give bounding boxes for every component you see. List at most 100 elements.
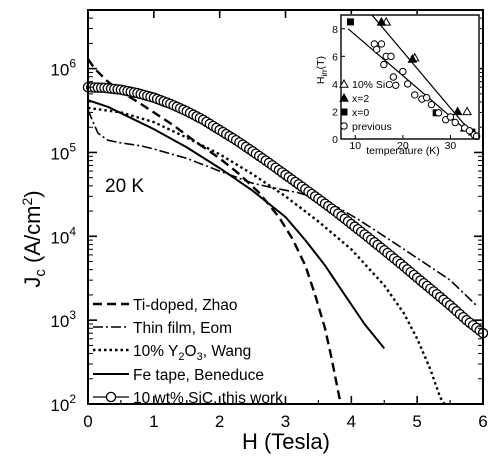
y-tick-exp: 5 [69, 140, 76, 154]
inset-plot-frame [340, 14, 480, 140]
inset-y-label-rest: (T) [315, 56, 327, 69]
inset-x-tick-label: 10 [349, 140, 361, 152]
inset-data-point [380, 60, 388, 69]
main-y-axis-label: Jc (A/cm2) [19, 190, 49, 287]
main-y-label-close: ) [20, 190, 45, 197]
y-tick-base: 10 [50, 61, 69, 80]
y-tick-exp: 2 [69, 392, 76, 406]
y-tick-base: 10 [50, 312, 69, 331]
y-tick-label: 102 [50, 392, 76, 415]
x-tick-label: 2 [215, 412, 224, 431]
inset-data-point [387, 52, 395, 61]
legend-label-part: O [185, 343, 197, 360]
y-tick-label: 105 [50, 140, 76, 163]
inset-y-tick-label: 4 [332, 79, 338, 91]
inset-legend: 10% SiC x=2 x=0 previous [339, 78, 393, 133]
x-tick-label: 5 [412, 412, 421, 431]
y-tick-exp: 6 [69, 57, 76, 71]
inset-y-tick-label: 0 [332, 134, 338, 146]
inset-data-point [389, 73, 398, 81]
inset-legend-marker [339, 92, 349, 102]
series-line [87, 109, 477, 306]
y-tick-base: 10 [50, 396, 69, 415]
inset-data-point [462, 106, 472, 116]
legend-label-part: Fe tape, Beneduce [133, 367, 264, 384]
inset-data-point [403, 80, 412, 88]
main-y-label-unit: (A/cm [20, 206, 45, 270]
y-tick-base: 10 [50, 144, 69, 163]
y-tick-exp: 3 [69, 308, 76, 322]
inset-legend-label: previous [352, 121, 392, 133]
inset-data-point [452, 106, 463, 116]
series-line [87, 99, 386, 350]
inset-data-point [422, 93, 431, 102]
x-tick-label: 4 [347, 412, 356, 431]
inset-x-tick-label: 30 [445, 140, 457, 152]
y-tick-exp: 4 [69, 224, 76, 238]
x-tick-label: 1 [149, 412, 158, 431]
y-tick-label: 106 [50, 57, 76, 80]
legend-label-part: , Wang [203, 343, 252, 360]
inset-legend-label: x=2 [352, 93, 369, 105]
series-line [87, 106, 448, 409]
main-y-label-sup: 2 [19, 198, 35, 206]
inset-data-point [411, 91, 419, 99]
inset-data-point [446, 113, 455, 121]
inset-fit-line [371, 14, 478, 140]
inset-data-point [434, 109, 443, 117]
inset-x-tick-label: 20 [397, 140, 409, 152]
y-tick-label: 104 [50, 224, 76, 247]
y-tick-base: 10 [50, 228, 69, 247]
legend-label: 10 wt% SiC, this work [133, 390, 283, 407]
inset-y-axis-label: Hirr(T) [315, 56, 329, 84]
inset-data-point [392, 81, 400, 89]
inset-data-point [376, 16, 387, 26]
legend-label: 10% Y2O3, Wang [133, 343, 251, 363]
legend-label-part: 10% Y [133, 343, 178, 360]
legend-label: Thin film, Eom [133, 320, 232, 337]
inset-legend-marker [340, 122, 348, 130]
inset-chart: 10 20 30 0 2 4 6 8 Hirr(T) temperature (K) 10% … [310, 14, 481, 157]
inset-x-axis-label: temperature (K) [366, 145, 440, 157]
temperature-annotation: 20 K [105, 176, 144, 197]
inset-data-point [372, 45, 381, 54]
legend-label-part: 3 [197, 351, 203, 363]
x-tick-label: 0 [83, 412, 92, 431]
main-x-axis-label: H (Tesla) [242, 429, 330, 454]
inset-y-label-sub: irr [320, 69, 329, 76]
inset-legend-marker [339, 78, 349, 88]
legend-marker [105, 391, 117, 403]
inset-data-point [377, 40, 386, 48]
legend-label: Ti-doped, Zhao [133, 297, 238, 314]
inset-legend-label: x=0 [352, 107, 369, 119]
inset-data-point [427, 100, 436, 109]
inset-y-tick-label: 8 [332, 24, 338, 36]
y-tick-label: 103 [50, 308, 76, 331]
inset-points [347, 16, 481, 140]
legend-label-part: 2 [178, 351, 184, 363]
legend-label-part: 10 wt% SiC, this work [133, 390, 283, 407]
legend-label: Fe tape, Beneduce [133, 367, 264, 384]
legend-label-part: Thin film, Eom [133, 320, 232, 337]
inset-data-point [347, 18, 355, 26]
inset-data-point [451, 118, 459, 127]
x-tick-label: 3 [281, 412, 290, 431]
inset-legend-label: 10% SiC [352, 79, 393, 91]
inset-y-label-main: H [315, 76, 327, 84]
inset-legend-marker [340, 108, 348, 116]
main-y-label-sub: c [32, 269, 49, 277]
inset-data-point [465, 127, 474, 135]
main-series-group [82, 58, 488, 455]
inset-data-point [407, 54, 418, 63]
inset-y-tick-label: 6 [332, 51, 338, 63]
main-legend: Ti-doped, Zhao Thin film, Eom 10% Y2O3, Wa… [93, 297, 283, 407]
inset-data-point [399, 67, 407, 76]
x-tick-label: 6 [478, 412, 487, 431]
legend-label-part: Ti-doped, Zhao [133, 297, 238, 314]
main-y-label-main: J [20, 277, 45, 288]
overflow-mask [89, 405, 484, 455]
inset-y-tick-label: 2 [332, 106, 338, 118]
